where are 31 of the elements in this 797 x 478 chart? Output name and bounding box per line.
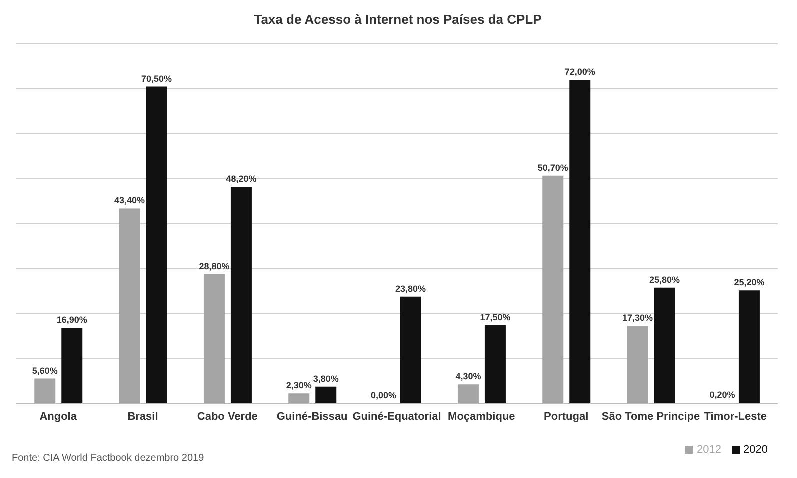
data-label: 23,80% (396, 284, 426, 294)
data-label: 0,00% (371, 390, 397, 400)
data-label: 43,40% (114, 196, 146, 206)
x-tick-label: Angola (40, 410, 78, 423)
data-label: 2,30% (286, 380, 312, 391)
data-label: 17,50% (480, 312, 511, 322)
chart-title: Taxa de Acesso à Internet nos Países da CPLP (253, 11, 543, 29)
x-tick-label: São Tome Principe (602, 410, 700, 423)
x-tick-label: Guiné-Equatorial (352, 410, 442, 423)
data-label: 17,30% (622, 313, 654, 324)
data-label: 4,30% (456, 372, 482, 382)
x-tick-label: Timor-Leste (704, 410, 768, 423)
data-label: 3,80% (313, 374, 339, 384)
source-note: Fonte: CIA World Factbook dezembro 2019 (12, 453, 204, 464)
data-label: 0,20% (710, 390, 736, 400)
data-label: 5,60% (32, 366, 58, 376)
data-label: 28,80% (199, 261, 230, 272)
data-label: 16,90% (56, 314, 88, 325)
legend-label: 2020 (744, 444, 768, 456)
data-label: 48,20% (226, 174, 257, 184)
legend-label: 2012 (697, 444, 722, 456)
x-tick-label: Brasil (128, 410, 158, 423)
data-label: 50,70% (538, 162, 568, 173)
x-tick-label: Portugal (544, 410, 589, 423)
data-label: 25,20% (734, 278, 765, 288)
data-label: 25,80% (650, 274, 680, 285)
x-tick-label: Guiné-Bissau (276, 410, 348, 423)
data-label: 72,00% (564, 67, 596, 77)
x-tick-label: Cabo Verde (197, 410, 258, 423)
data-label: 70,50% (142, 74, 172, 84)
x-tick-label: Moçambique (448, 410, 516, 423)
